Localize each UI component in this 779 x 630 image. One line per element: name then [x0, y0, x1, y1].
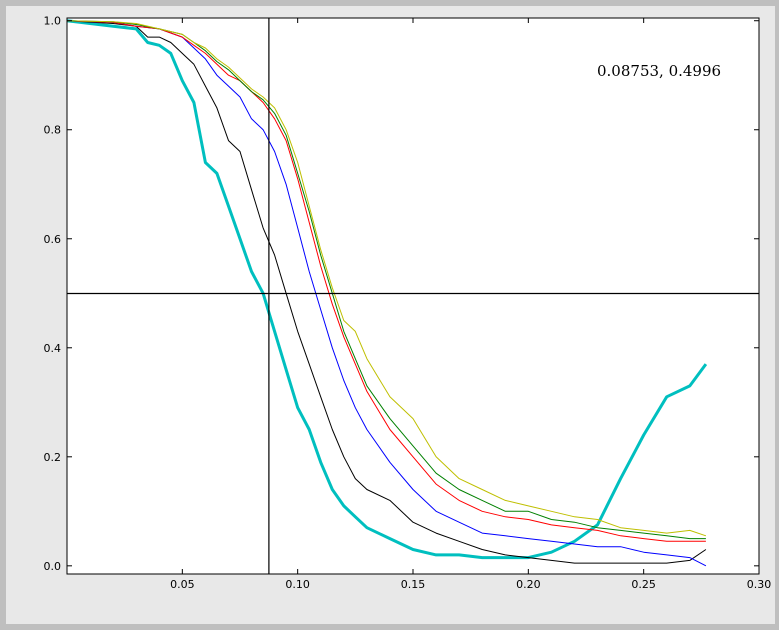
y-tick-label: 0.6	[44, 233, 62, 246]
series-layer	[66, 19, 708, 567]
y-tick-label: 1.0	[44, 15, 62, 28]
y-tick-label: 0.0	[44, 560, 62, 573]
y-tick-label: 0.8	[44, 124, 62, 137]
x-tick-label: 0.15	[401, 578, 426, 591]
x-tick-label: 0.05	[170, 578, 195, 591]
x-tick-label: 0.10	[285, 578, 310, 591]
x-tick-label: 0.25	[631, 578, 656, 591]
series-line-3	[66, 20, 706, 542]
crosshair	[67, 18, 759, 574]
axis-ticks: 0.05 0.10 0.15 0.20 0.25 0.30 0.0 0.2 0.4 0.6 0.8 1…	[44, 15, 772, 591]
series-line-4	[66, 20, 706, 540]
cursor-readout: 0.08753, 0.4996	[597, 62, 721, 80]
series-line-5	[66, 20, 707, 537]
x-tick-label: 0.20	[516, 578, 541, 591]
plot-area	[67, 18, 759, 574]
series-line-2	[66, 20, 707, 567]
y-tick-label: 0.4	[44, 342, 62, 355]
series-line-1	[66, 20, 707, 564]
y-tick-label: 0.2	[44, 451, 62, 464]
x-tick-label: 0.30	[747, 578, 772, 591]
